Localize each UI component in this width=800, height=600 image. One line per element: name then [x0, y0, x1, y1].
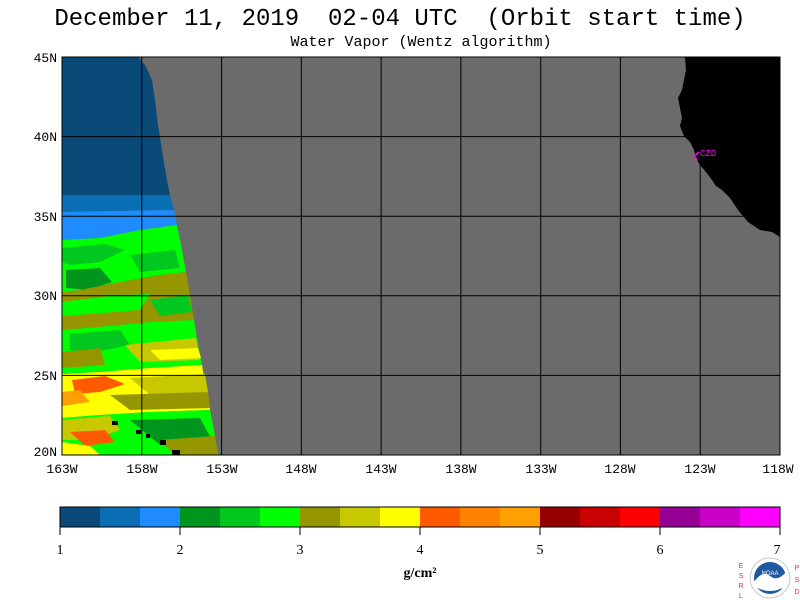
logo-letter: E [739, 563, 744, 570]
colorbar-swatch [580, 507, 621, 527]
colorbar-tick-label: 4 [417, 543, 424, 558]
colorbar-labels: 1 2 3 4 5 6 7 [57, 543, 781, 558]
hawaii-islands [112, 421, 180, 455]
logo-left-letters: E S R L [738, 563, 743, 600]
lon-label: 138W [445, 462, 476, 477]
station-label: CZD [700, 149, 716, 159]
lat-label: 30N [34, 289, 57, 304]
noaa-logo: NOAA [749, 557, 791, 599]
logo-letter: L [739, 593, 743, 600]
lon-label: 153W [206, 462, 237, 477]
colorbar-swatch [260, 507, 301, 527]
map-title: December 11, 2019 02-04 UTC (Orbit start… [54, 6, 746, 33]
logo-letter: S [739, 573, 744, 580]
colorbar-swatch [660, 507, 701, 527]
north-america-land [678, 57, 780, 237]
lon-label: 158W [126, 462, 157, 477]
colorbar-swatch [340, 507, 381, 527]
colorbar-tick-label: 5 [537, 543, 544, 558]
lon-label: 163W [46, 462, 77, 477]
map-subtitle: Water Vapor (Wentz algorithm) [290, 34, 552, 51]
colorbar-swatch [460, 507, 501, 527]
colorbar-tick-label: 2 [177, 543, 184, 558]
lat-label: 25N [34, 369, 57, 384]
lat-label: 45N [34, 51, 57, 66]
colorbar-swatch [220, 507, 261, 527]
colorbar-swatch [740, 507, 781, 527]
lon-label: 133W [525, 462, 556, 477]
latitude-labels: 45N 40N 35N 30N 25N 20N [34, 51, 57, 460]
longitude-labels: 163W 158W 153W 148W 143W 138W 133W 128W … [46, 462, 793, 477]
colorbar-unit: g/cm² [404, 566, 437, 581]
colorbar-swatch [300, 507, 341, 527]
colorbar-ticks [59, 527, 781, 535]
colorbar-tick-label: 1 [57, 543, 64, 558]
colorbar-tick-label: 3 [297, 543, 304, 558]
lon-label: 123W [684, 462, 715, 477]
colorbar-swatch [140, 507, 181, 527]
colorbar-tick-label: 6 [657, 543, 664, 558]
colorbar-swatch [540, 507, 581, 527]
lat-lon-grid [62, 57, 780, 455]
lat-label: 35N [34, 210, 57, 225]
lon-label: 143W [365, 462, 396, 477]
colorbar-swatch [60, 507, 101, 527]
colorbar-swatch [380, 507, 421, 527]
colorbar-tick-label: 7 [774, 543, 781, 558]
logo-center-text: NOAA [761, 571, 778, 577]
lon-label: 128W [604, 462, 635, 477]
lat-label: 20N [34, 445, 57, 460]
logo-right-letters: P S D [794, 565, 799, 596]
colorbar-swatch [620, 507, 661, 527]
map-frame [61, 56, 781, 456]
logo-letter: R [738, 583, 743, 590]
lon-label: 118W [762, 462, 793, 477]
logo-letter: P [795, 565, 800, 572]
colorbar-swatch [420, 507, 461, 527]
station-marker [692, 151, 700, 161]
lon-label: 148W [285, 462, 316, 477]
logo-letter: D [794, 589, 799, 596]
lat-label: 40N [34, 130, 57, 145]
colorbar [60, 507, 781, 527]
colorbar-swatch [500, 507, 541, 527]
colorbar-swatch [180, 507, 221, 527]
logo-letter: S [795, 577, 800, 584]
colorbar-swatch [100, 507, 141, 527]
colorbar-swatch [700, 507, 741, 527]
